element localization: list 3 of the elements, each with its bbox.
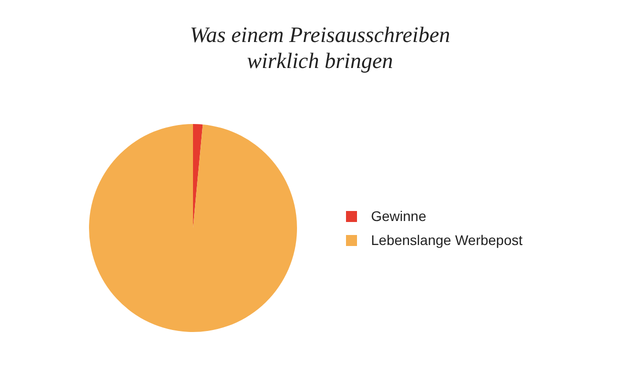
chart-title: Was einem Preisausschreiben wirklich bringen xyxy=(188,22,452,74)
legend-label: Gewinne xyxy=(371,208,426,224)
legend-label: Lebenslange Werbepost xyxy=(371,232,523,248)
